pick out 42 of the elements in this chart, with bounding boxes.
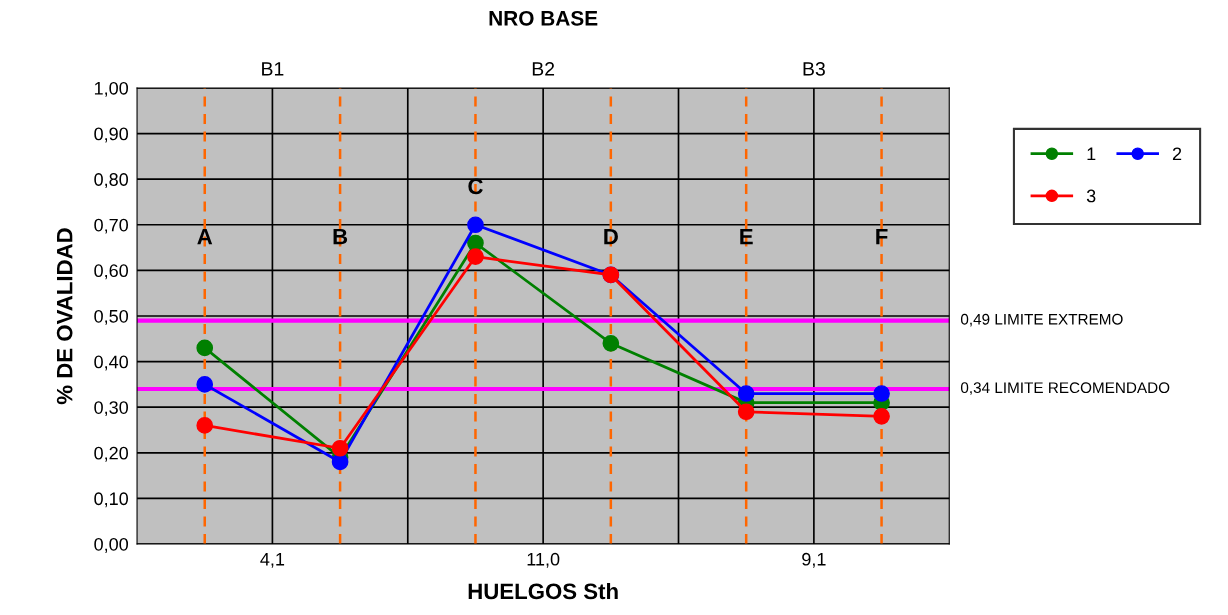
point [331,439,349,457]
y-tick-label: 1,00 [94,81,129,97]
point [196,339,214,357]
point [196,417,214,434]
y-tick-label: 0,90 [94,127,129,143]
annotation: F [876,228,888,245]
y-tick-label: 0,50 [94,309,129,325]
y-tick-label: 0,60 [94,264,129,280]
y-axis-title: % DE OVALIDAD [56,228,73,405]
text: 9,1 [802,552,826,568]
point [737,403,755,421]
point [873,407,890,425]
ref-line-label: 0,34 LIMITE RECOMENDADO [960,382,1170,395]
point [196,376,214,393]
annotation: E [740,228,753,245]
point [737,385,755,402]
annotation: A [197,228,213,245]
y-tick-label: 0,00 [94,537,129,553]
text: B3 [803,62,825,76]
chart-title: NRO BASE [489,10,598,26]
x-axis-title: HUELGOS Sth [468,582,618,600]
text: B2 [532,62,555,76]
annotation: B [333,228,348,245]
point [467,216,484,234]
point [467,248,484,266]
point [602,335,620,352]
ref-line-label: 0,49 LIMITE EXTREMO [960,313,1123,327]
point [873,385,890,402]
text: 4,1 [260,553,285,568]
legend-label: 3 [1086,189,1096,203]
legend-label: 1 [1087,147,1096,161]
y-tick-label: 0,10 [94,492,129,508]
text: B1 [262,62,284,76]
y-tick-label: 0,20 [94,446,129,462]
point [331,453,349,471]
text: 11,0 [527,552,560,568]
y-tick-label: 0,80 [94,173,129,189]
y-tick-label: 0,40 [94,355,129,371]
annotation: D [604,228,618,245]
y-tick-label: 0,30 [94,401,129,417]
legend-label: 2 [1172,147,1182,161]
y-tick-label: 0,70 [94,218,129,234]
